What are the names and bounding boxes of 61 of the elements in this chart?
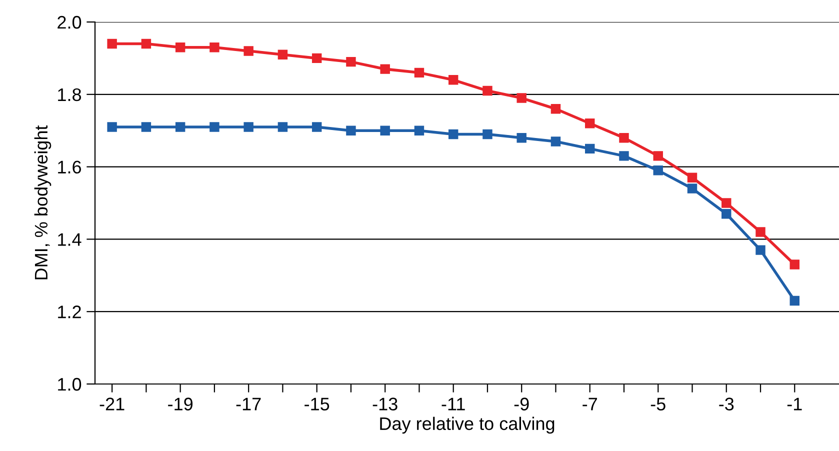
point bbox=[175, 122, 186, 132]
point bbox=[414, 126, 424, 136]
point bbox=[482, 86, 492, 96]
point bbox=[482, 129, 492, 140]
x-tick-label: -3 bbox=[719, 398, 734, 410]
point bbox=[380, 64, 390, 74]
x-tick-label: -13 bbox=[372, 398, 398, 410]
point bbox=[448, 129, 458, 140]
point bbox=[278, 50, 288, 60]
point bbox=[244, 46, 254, 56]
y-tick-label: 1.8 bbox=[58, 88, 82, 102]
point bbox=[790, 296, 800, 306]
point bbox=[756, 227, 766, 237]
point bbox=[278, 122, 288, 132]
point bbox=[346, 56, 356, 67]
y-tick-label: 2.0 bbox=[58, 16, 82, 29]
x-tick-label: -5 bbox=[650, 398, 666, 410]
point bbox=[516, 132, 526, 143]
x-tick-label: -21 bbox=[100, 398, 124, 410]
x-tick-label: -11 bbox=[442, 398, 465, 410]
x-tick-label: -1 bbox=[787, 398, 802, 410]
y-tick-label: 1.2 bbox=[58, 306, 81, 318]
point bbox=[585, 144, 595, 154]
point bbox=[312, 53, 322, 64]
point bbox=[346, 126, 356, 136]
point bbox=[380, 126, 390, 136]
point bbox=[619, 151, 629, 161]
x-tick-label: -17 bbox=[236, 398, 261, 410]
point bbox=[653, 151, 663, 161]
point bbox=[141, 38, 152, 49]
point bbox=[653, 166, 663, 176]
y-tick-label: 1.0 bbox=[58, 378, 82, 391]
point bbox=[210, 42, 220, 52]
point bbox=[312, 122, 322, 132]
point bbox=[210, 122, 220, 132]
x-tick-label: -7 bbox=[582, 398, 597, 410]
point bbox=[516, 93, 526, 103]
point bbox=[722, 209, 732, 219]
x-axis-title: Day relative to calving bbox=[380, 416, 554, 434]
point bbox=[107, 122, 117, 132]
y-tick-label: 1.6 bbox=[58, 160, 82, 174]
x-tick-label: -19 bbox=[168, 398, 193, 410]
point bbox=[687, 184, 698, 194]
point bbox=[414, 68, 424, 78]
point bbox=[550, 104, 561, 114]
point bbox=[585, 118, 595, 128]
point bbox=[550, 136, 561, 146]
point bbox=[687, 172, 698, 183]
point bbox=[244, 122, 254, 132]
x-tick-label: -9 bbox=[514, 398, 529, 410]
point bbox=[756, 245, 766, 255]
point bbox=[790, 260, 800, 270]
point bbox=[619, 132, 629, 143]
point bbox=[722, 198, 732, 208]
x-tick-label: -15 bbox=[304, 398, 330, 410]
y-axis-title: DMI, % bodyweight bbox=[34, 125, 52, 280]
point bbox=[141, 122, 152, 132]
point bbox=[107, 38, 117, 49]
y-tick-label: 1.4 bbox=[58, 233, 82, 246]
point bbox=[175, 42, 186, 52]
point bbox=[448, 75, 458, 85]
